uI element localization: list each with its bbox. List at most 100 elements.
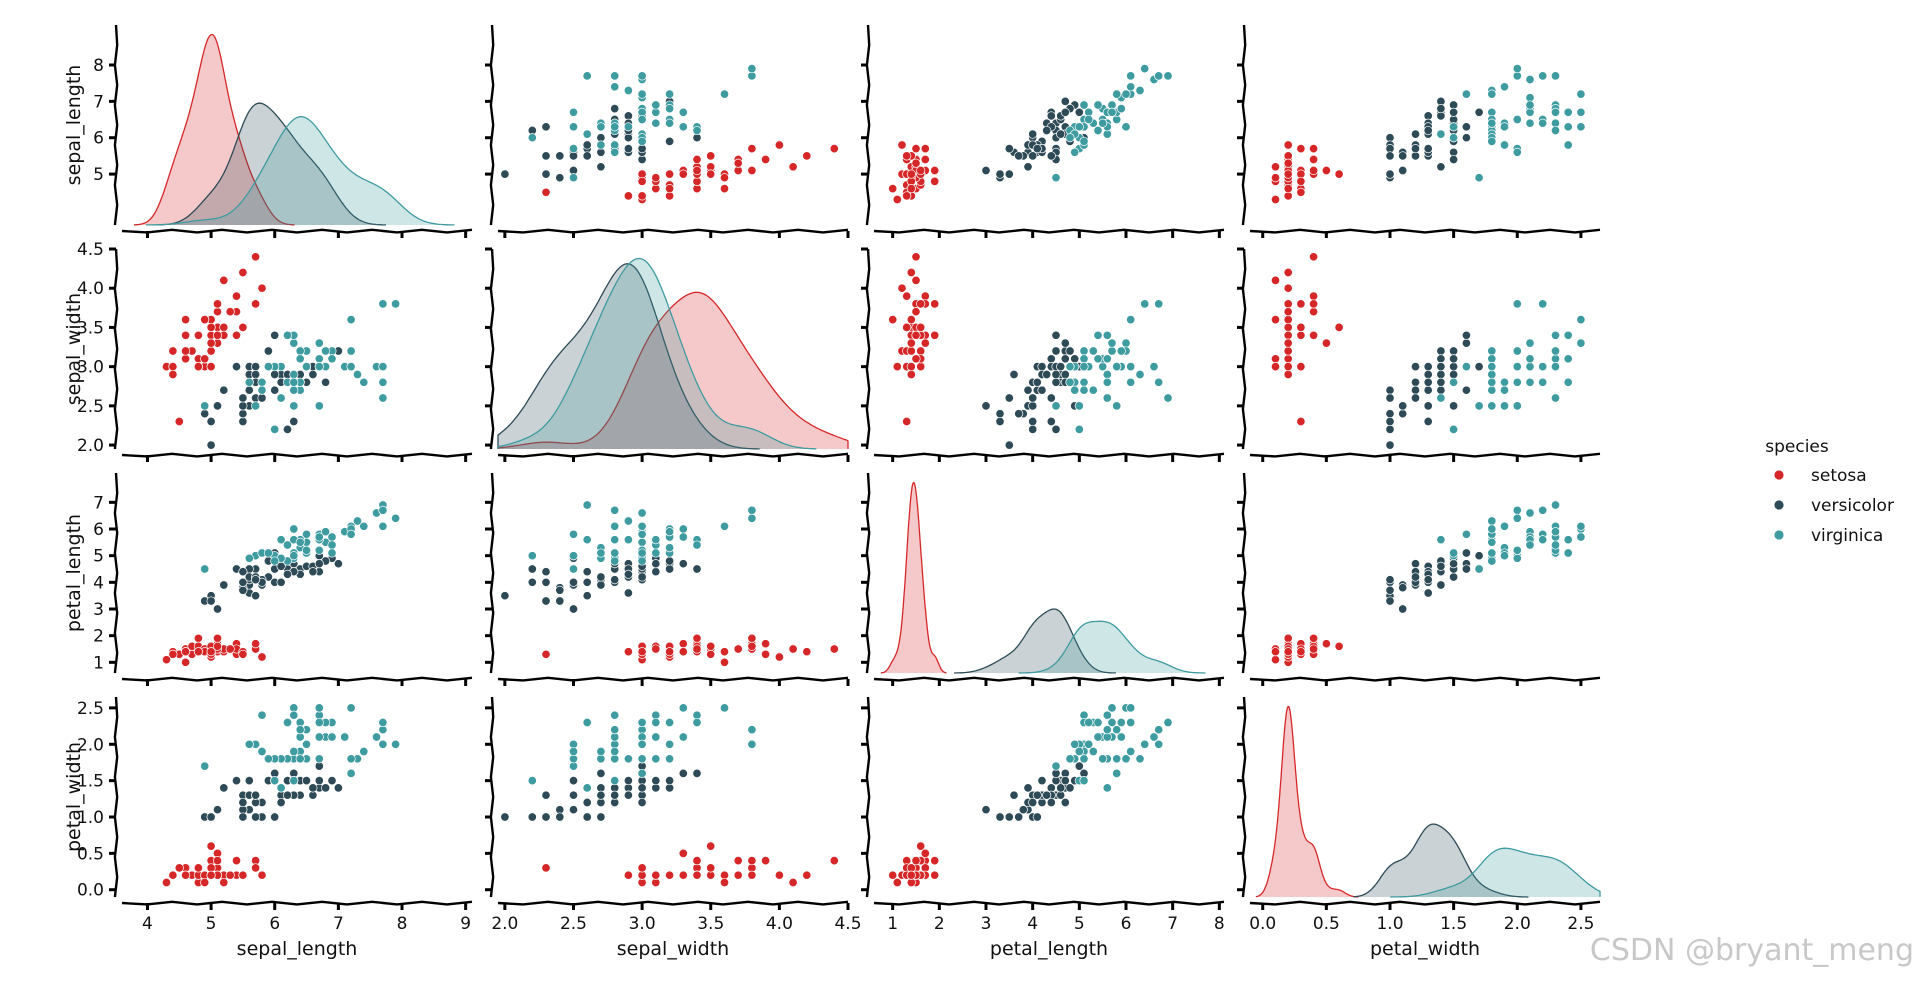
point-virginica (568, 107, 579, 117)
point-virginica (1499, 551, 1510, 561)
point-setosa (747, 641, 757, 651)
point-virginica (1065, 133, 1075, 143)
point-virginica (1449, 548, 1459, 558)
point-setosa (911, 252, 921, 262)
point-setosa (692, 633, 702, 643)
point-virginica (747, 505, 757, 515)
point-versicolor (238, 585, 248, 595)
point-versicolor (995, 409, 1005, 419)
point-versicolor (1042, 125, 1052, 136)
point-setosa (678, 870, 688, 880)
point-setosa (911, 144, 921, 154)
point-setosa (930, 856, 940, 866)
point-virginica (263, 362, 273, 372)
point-virginica (1436, 129, 1446, 139)
point-virginica (1461, 529, 1471, 539)
point-virginica (1487, 537, 1497, 547)
point-versicolor (270, 369, 280, 380)
legend-marker-versicolor (1773, 499, 1785, 511)
legend: species setosa versicolor virginica (1765, 437, 1894, 546)
y-axis-spine (1241, 472, 1247, 674)
point-setosa (930, 165, 940, 176)
point-virginica (378, 717, 388, 728)
point-setosa (1309, 252, 1319, 262)
x-axis-spine (121, 228, 473, 234)
x-tick-label: 3 (981, 914, 992, 934)
point-setosa (1283, 354, 1293, 364)
kde-line-virginica-sepal_width (497, 257, 817, 450)
kde-fill-virginica-sepal_width (498, 258, 817, 449)
point-versicolor (623, 588, 633, 598)
point-virginica (637, 768, 647, 778)
point-versicolor (596, 768, 606, 778)
point-versicolor (1436, 346, 1446, 356)
point-virginica (1525, 338, 1535, 348)
y-axis-label: petal_width (63, 742, 85, 852)
point-virginica (1512, 114, 1522, 125)
point-virginica (527, 776, 537, 786)
point-versicolor (995, 812, 1005, 822)
point-setosa (206, 647, 216, 657)
y-axis-spine (489, 472, 495, 674)
point-setosa (1283, 362, 1293, 372)
point-versicolor (206, 440, 216, 450)
point-versicolor (1060, 797, 1070, 808)
point-versicolor (1004, 393, 1014, 403)
y-axis-label: sepal_width (63, 293, 85, 405)
point-virginica (1576, 521, 1586, 531)
point-versicolor (1046, 151, 1056, 161)
point-setosa (719, 877, 730, 888)
point-setosa (706, 863, 716, 873)
point-versicolor (1410, 362, 1421, 372)
point-versicolor (1436, 354, 1446, 364)
y-tick-label: 8 (93, 56, 104, 76)
point-versicolor (1436, 561, 1446, 571)
point-setosa (1309, 144, 1319, 154)
point-setosa (1283, 299, 1293, 309)
point-virginica (1499, 122, 1510, 132)
point-setosa (892, 362, 902, 372)
point-versicolor (1436, 104, 1446, 114)
point-versicolor (1060, 107, 1070, 117)
point-virginica (1550, 354, 1561, 364)
point-virginica (1102, 710, 1112, 720)
y-tick-label: 3 (93, 600, 104, 620)
point-virginica (1487, 346, 1497, 356)
point-versicolor (1051, 369, 1061, 380)
point-versicolor (270, 812, 280, 822)
point-virginica (651, 100, 661, 110)
point-setosa (1321, 165, 1331, 176)
point-setosa (193, 330, 203, 340)
x-axis-spine (121, 676, 473, 682)
point-virginica (1563, 354, 1573, 364)
point-versicolor (1051, 377, 1061, 387)
panel-sepal_width-vs-petal_length (861, 247, 1225, 462)
point-versicolor (1074, 107, 1084, 117)
x-axis-spine (873, 452, 1225, 458)
point-setosa (829, 144, 839, 154)
point-setosa (637, 176, 647, 186)
point-setosa (651, 173, 661, 183)
point-virginica (1116, 346, 1126, 356)
point-virginica (1098, 754, 1108, 764)
x-axis-spine (497, 900, 849, 906)
point-versicolor (1046, 393, 1056, 403)
point-virginica (251, 401, 261, 411)
point-virginica (359, 377, 369, 387)
point-versicolor (665, 556, 675, 566)
point-setosa (231, 291, 242, 301)
y-tick-label: 5 (93, 547, 104, 567)
point-versicolor (541, 151, 551, 161)
point-setosa (637, 863, 647, 873)
point-setosa (1296, 416, 1306, 427)
point-setosa (1283, 307, 1293, 317)
point-setosa (906, 369, 916, 380)
point-virginica (1487, 556, 1497, 566)
point-versicolor (1398, 604, 1408, 614)
point-virginica (289, 385, 299, 395)
x-tick-label: 2.0 (1504, 914, 1531, 934)
point-versicolor (596, 812, 606, 822)
point-setosa (930, 330, 940, 340)
point-setosa (651, 644, 661, 654)
point-virginica (1525, 362, 1535, 372)
